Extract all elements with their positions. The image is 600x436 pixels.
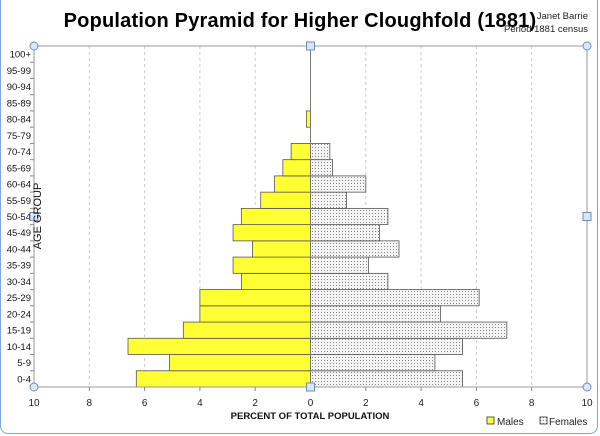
bar-females-70-74: [310, 143, 331, 161]
bar-males-40-44: [252, 240, 311, 258]
x-tick-label: 10: [28, 398, 40, 409]
legend-label-males: Males: [497, 417, 524, 428]
y-axis-label: AGE GROUP: [32, 183, 44, 250]
y-tick-label: 30-34: [7, 277, 31, 288]
y-tick-label: 75-79: [7, 131, 31, 142]
y-tick-label: 0-4: [17, 374, 31, 385]
bar-males-30-34: [240, 272, 311, 290]
x-tick-label: 2: [363, 398, 369, 409]
bar-females-15-19: [310, 321, 508, 339]
bar-males-60-64: [274, 175, 311, 193]
resize-handle: [306, 382, 315, 392]
bar-males-20-24: [199, 305, 311, 323]
x-axis-label: PERCENT OF TOTAL POPULATION: [231, 411, 390, 422]
bar-females-20-24: [310, 305, 441, 323]
x-tick-label: 4: [197, 398, 203, 409]
y-tick-label: 95-99: [7, 66, 31, 77]
bar-females-25-29: [310, 289, 480, 307]
bar-males-5-9: [169, 354, 311, 372]
legend-label-females: Females: [549, 417, 587, 428]
y-tick-label: 70-74: [7, 147, 31, 158]
y-tick-label: 65-69: [7, 163, 31, 174]
bar-females-65-69: [310, 159, 334, 177]
bar-males-25-29: [199, 289, 311, 307]
bar-males-45-49: [232, 224, 311, 242]
y-tick-label: 35-39: [7, 261, 31, 272]
y-tick-label: 40-44: [7, 244, 31, 255]
chart-title: Population Pyramid for Higher Cloughfold…: [63, 10, 537, 32]
y-tick-label: 90-94: [7, 82, 31, 93]
legend-swatch-males: [486, 416, 495, 425]
bar-males-35-39: [232, 256, 311, 274]
x-tick-label: 10: [581, 398, 593, 409]
resize-handle: [29, 382, 39, 392]
y-tick-label: 100+: [10, 50, 32, 61]
bar-females-10-14: [310, 337, 463, 355]
legend: Males Females: [486, 416, 587, 428]
y-tick-label: 5-9: [17, 358, 31, 369]
y-tick-label: 10-14: [7, 342, 31, 353]
bar-females-5-9: [310, 354, 436, 372]
resize-handle: [29, 41, 39, 51]
resize-handle: [582, 41, 592, 51]
bar-males-10-14: [127, 337, 311, 355]
x-tick-label: 2: [252, 398, 258, 409]
y-tick-label: 20-24: [7, 309, 31, 320]
y-tick-label: 45-49: [7, 228, 31, 239]
x-tick-label: 8: [529, 398, 535, 409]
author-label: Janet Barrie: [536, 11, 588, 22]
x-tick-label: 6: [142, 398, 148, 409]
x-tick-label: 8: [87, 398, 93, 409]
bar-males-50-54: [240, 207, 311, 226]
y-tick-label: 85-89: [7, 98, 31, 109]
legend-swatch-females: [539, 416, 548, 425]
period-label: Period 1881 census: [504, 24, 588, 35]
bar-females-50-54: [310, 207, 389, 226]
bar-females-35-39: [310, 256, 369, 274]
resize-handle: [582, 212, 592, 221]
bar-males-0-4: [135, 370, 311, 388]
bar-females-45-49: [310, 224, 381, 242]
bar-females-40-44: [310, 240, 400, 258]
y-tick-label: 80-84: [7, 115, 31, 126]
chart-annotation: Janet Barrie Period 1881 census: [504, 10, 588, 36]
y-tick-label: 60-64: [7, 180, 31, 191]
bar-females-0-4: [310, 370, 463, 388]
y-tick-label: 55-59: [7, 196, 31, 207]
bar-females-55-59: [310, 191, 347, 209]
bar-males-55-59: [260, 191, 311, 209]
bar-males-15-19: [182, 321, 311, 339]
resize-handle: [582, 382, 592, 392]
bar-males-70-74: [290, 143, 311, 161]
resize-handle: [29, 212, 39, 221]
resize-handle: [306, 41, 315, 51]
x-tick-label: 6: [474, 398, 480, 409]
y-tick-label: 25-29: [7, 293, 31, 304]
y-tick-label: 50-54: [7, 212, 31, 223]
x-tick-label: 0: [308, 398, 314, 409]
x-tick-label: 4: [418, 398, 424, 409]
bar-females-60-64: [310, 175, 367, 193]
bar-females-30-34: [310, 272, 389, 290]
bar-males-80-84: [305, 110, 311, 128]
bar-males-65-69: [282, 159, 311, 177]
y-tick-label: 15-19: [7, 326, 31, 337]
